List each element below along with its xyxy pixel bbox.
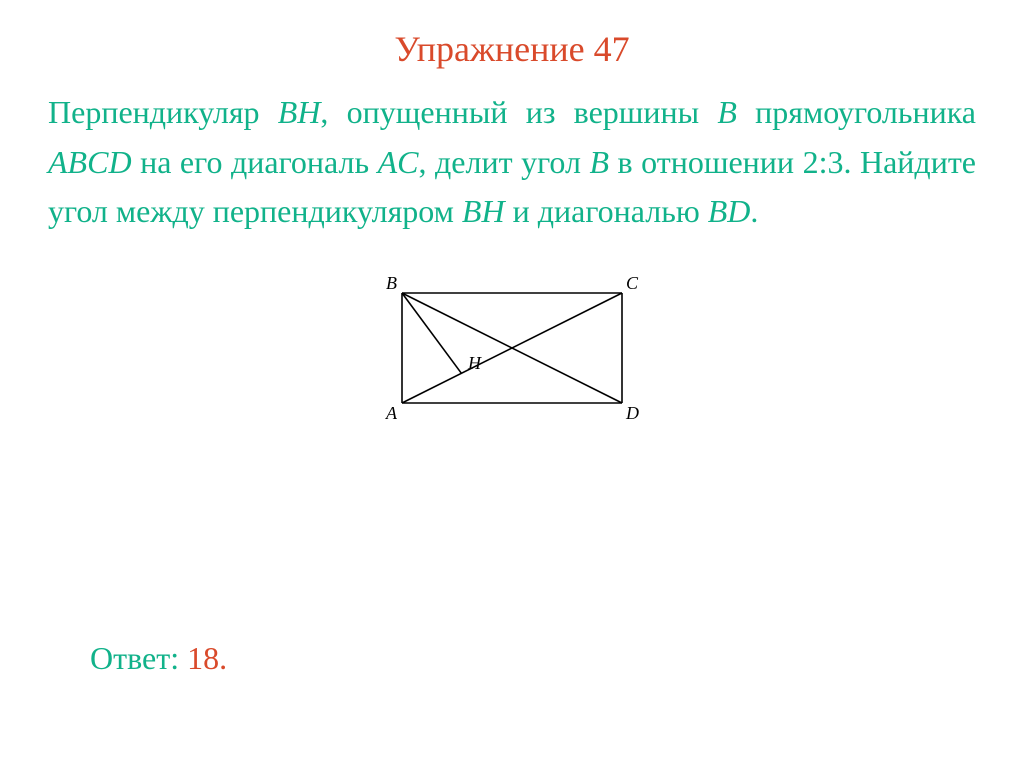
math-b2: B [589,144,609,180]
problem-text: Перпендикуляр BH, опущенный из вершины B… [48,88,976,237]
text-fragment: , опущенный из вершины [320,94,717,130]
text-fragment: , делит угол [418,144,589,180]
math-b: B [717,94,737,130]
point-label-C: C [626,273,639,293]
math-bh: BH [278,94,321,130]
answer-label: Ответ: [90,640,187,676]
point-label-B: B [386,273,397,293]
math-abcd: ABCD [48,144,132,180]
math-ac: AC [378,144,419,180]
text-fragment: и диагональю [505,193,708,229]
text-fragment: прямоугольника [737,94,976,130]
point-label-A: A [385,403,398,423]
answer-line: Ответ: 18. [90,640,227,677]
exercise-title: Упражнение 47 [48,28,976,70]
text-fragment: на его диагональ [132,144,378,180]
math-bh2: BH [462,193,505,229]
point-label-D: D [625,403,639,423]
math-bd: BD [708,193,751,229]
figure-container: A B C D H [48,263,976,438]
text-fragment: . [750,193,758,229]
text-fragment: Перпендикуляр [48,94,278,130]
point-label-H: H [467,353,482,373]
answer-value: 18. [187,640,227,676]
rectangle-diagram: A B C D H [362,263,662,433]
page: Упражнение 47 Перпендикуляр BH, опущенны… [0,0,1024,768]
segment-BH [402,293,461,373]
